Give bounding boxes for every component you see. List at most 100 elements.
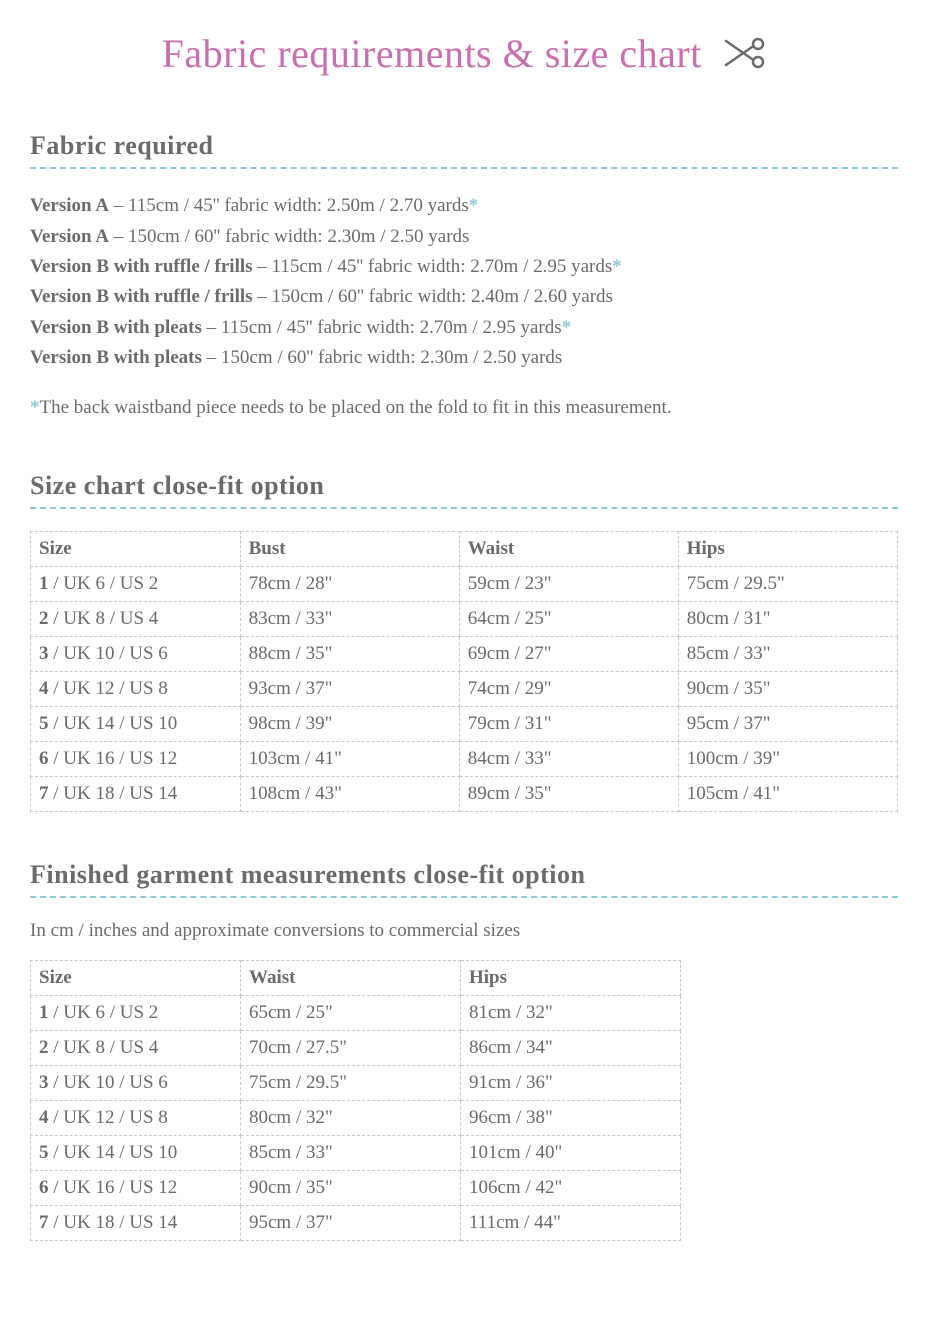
table-row: 7 / UK 18 / US 14108cm / 43"89cm / 35"10… [31, 777, 898, 812]
table-row: 6 / UK 16 / US 1290cm / 35"106cm / 42" [31, 1171, 681, 1206]
cell-hips: 86cm / 34" [461, 1031, 681, 1066]
fabric-line-details: – 150cm / 60'' fabric width: 2.30m / 2.5… [109, 226, 469, 247]
cell-waist: 70cm / 27.5" [241, 1031, 461, 1066]
table-row: 2 / UK 8 / US 483cm / 33"64cm / 25"80cm … [31, 602, 898, 637]
page-title-text: Fabric requirements & size chart [162, 31, 702, 76]
cell-size: 2 / UK 8 / US 4 [31, 602, 241, 637]
fabric-line: Version B with ruffle / frills – 115cm /… [30, 252, 898, 282]
table-row: 2 / UK 8 / US 470cm / 27.5"86cm / 34" [31, 1031, 681, 1066]
size-alt: / UK 14 / US 10 [49, 1142, 178, 1163]
cell-waist: 64cm / 25" [459, 602, 678, 637]
size-alt: / UK 18 / US 14 [49, 1212, 178, 1233]
table-row: 5 / UK 14 / US 1085cm / 33"101cm / 40" [31, 1136, 681, 1171]
cell-waist: 69cm / 27" [459, 637, 678, 672]
fabric-line: Version B with pleats – 115cm / 45'' fab… [30, 313, 898, 343]
cell-hips: 96cm / 38" [461, 1101, 681, 1136]
col-hips: Hips [461, 961, 681, 996]
fabric-line: Version A – 150cm / 60'' fabric width: 2… [30, 222, 898, 252]
fabric-line-label: Version B with ruffle / frills [30, 286, 253, 307]
cell-size: 3 / UK 10 / US 6 [31, 1066, 241, 1101]
table-row: 7 / UK 18 / US 1495cm / 37"111cm / 44" [31, 1206, 681, 1241]
cell-hips: 100cm / 39" [678, 742, 897, 777]
asterisk-icon: * [469, 195, 479, 216]
cell-size: 6 / UK 16 / US 12 [31, 1171, 241, 1206]
cell-bust: 83cm / 33" [240, 602, 459, 637]
fabric-note-text: The back waistband piece needs to be pla… [40, 397, 672, 418]
size-number: 6 [39, 1177, 49, 1198]
size-chart-heading: Size chart close-fit option [30, 471, 898, 501]
cell-size: 1 / UK 6 / US 2 [31, 567, 241, 602]
size-number: 7 [39, 783, 49, 804]
size-number: 1 [39, 1002, 49, 1023]
cell-waist: 74cm / 29" [459, 672, 678, 707]
divider [30, 507, 898, 509]
cell-size: 3 / UK 10 / US 6 [31, 637, 241, 672]
size-chart-table: Size Bust Waist Hips 1 / UK 6 / US 278cm… [30, 531, 898, 812]
cell-bust: 78cm / 28" [240, 567, 459, 602]
size-number: 5 [39, 713, 49, 734]
fabric-line-label: Version A [30, 226, 109, 247]
table-row: 3 / UK 10 / US 675cm / 29.5"91cm / 36" [31, 1066, 681, 1101]
fabric-line: Version B with ruffle / frills – 150cm /… [30, 282, 898, 312]
cell-hips: 90cm / 35" [678, 672, 897, 707]
cell-bust: 98cm / 39" [240, 707, 459, 742]
col-hips: Hips [678, 532, 897, 567]
size-number: 5 [39, 1142, 49, 1163]
cell-hips: 95cm / 37" [678, 707, 897, 742]
col-waist: Waist [459, 532, 678, 567]
table-row: 5 / UK 14 / US 1098cm / 39"79cm / 31"95c… [31, 707, 898, 742]
col-bust: Bust [240, 532, 459, 567]
cell-size: 4 / UK 12 / US 8 [31, 1101, 241, 1136]
cell-waist: 75cm / 29.5" [241, 1066, 461, 1101]
size-number: 3 [39, 643, 49, 664]
size-number: 4 [39, 678, 49, 699]
size-number: 4 [39, 1107, 49, 1128]
finished-subnote: In cm / inches and approximate conversio… [30, 920, 898, 942]
cell-bust: 103cm / 41" [240, 742, 459, 777]
size-number: 7 [39, 1212, 49, 1233]
col-waist: Waist [241, 961, 461, 996]
size-alt: / UK 6 / US 2 [49, 1002, 159, 1023]
size-number: 3 [39, 1072, 49, 1093]
cell-hips: 80cm / 31" [678, 602, 897, 637]
table-row: 1 / UK 6 / US 265cm / 25"81cm / 32" [31, 996, 681, 1031]
size-alt: / UK 8 / US 4 [49, 608, 159, 629]
fabric-line-details: – 115cm / 45'' fabric width: 2.70m / 2.9… [202, 317, 562, 338]
cell-waist: 84cm / 33" [459, 742, 678, 777]
size-alt: / UK 10 / US 6 [49, 643, 168, 664]
divider [30, 896, 898, 898]
fabric-line-label: Version B with pleats [30, 347, 202, 368]
cell-hips: 101cm / 40" [461, 1136, 681, 1171]
fabric-note: *The back waistband piece needs to be pl… [30, 393, 898, 423]
cell-waist: 89cm / 35" [459, 777, 678, 812]
size-alt: / UK 18 / US 14 [49, 783, 178, 804]
cell-size: 4 / UK 12 / US 8 [31, 672, 241, 707]
cell-hips: 81cm / 32" [461, 996, 681, 1031]
page-title: Fabric requirements & size chart [30, 30, 898, 81]
cell-bust: 93cm / 37" [240, 672, 459, 707]
cell-size: 6 / UK 16 / US 12 [31, 742, 241, 777]
cell-size: 2 / UK 8 / US 4 [31, 1031, 241, 1066]
size-alt: / UK 16 / US 12 [49, 1177, 178, 1198]
size-alt: / UK 6 / US 2 [49, 573, 159, 594]
cell-hips: 75cm / 29.5" [678, 567, 897, 602]
asterisk-icon: * [30, 397, 40, 418]
size-number: 2 [39, 1037, 49, 1058]
finished-heading: Finished garment measurements close-fit … [30, 860, 898, 890]
table-row: 6 / UK 16 / US 12103cm / 41"84cm / 33"10… [31, 742, 898, 777]
size-alt: / UK 14 / US 10 [49, 713, 178, 734]
fabric-line-details: – 150cm / 60'' fabric width: 2.40m / 2.6… [253, 286, 613, 307]
size-number: 6 [39, 748, 49, 769]
cell-hips: 91cm / 36" [461, 1066, 681, 1101]
cell-size: 5 / UK 14 / US 10 [31, 1136, 241, 1171]
cell-bust: 88cm / 35" [240, 637, 459, 672]
col-size: Size [31, 532, 241, 567]
col-size: Size [31, 961, 241, 996]
size-alt: / UK 12 / US 8 [49, 1107, 168, 1128]
fabric-line-details: – 150cm / 60'' fabric width: 2.30m / 2.5… [202, 347, 562, 368]
size-alt: / UK 8 / US 4 [49, 1037, 159, 1058]
size-number: 2 [39, 608, 49, 629]
table-row: 1 / UK 6 / US 278cm / 28"59cm / 23"75cm … [31, 567, 898, 602]
fabric-line-label: Version B with pleats [30, 317, 202, 338]
cell-size: 1 / UK 6 / US 2 [31, 996, 241, 1031]
